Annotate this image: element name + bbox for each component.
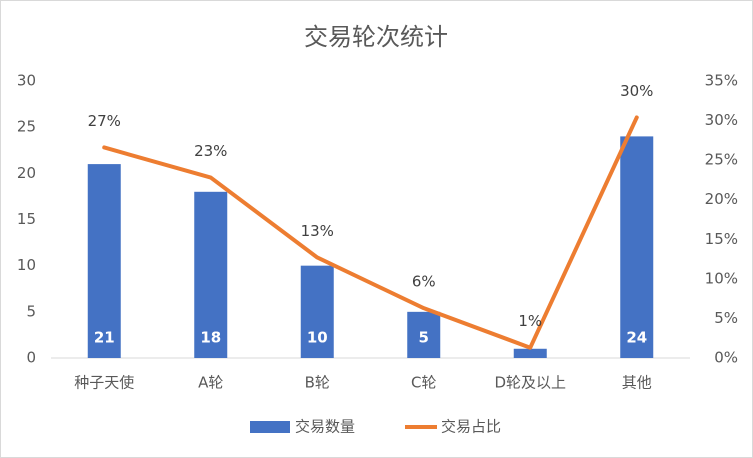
x-tick-label: C轮 [411, 374, 436, 392]
y2-tick-label: 25% [705, 151, 738, 169]
y2-tick-label: 30% [705, 111, 738, 129]
bar-value-label: 5 [419, 329, 429, 347]
bar [300, 265, 334, 358]
x-tick-label: 其他 [622, 374, 652, 392]
legend-swatch [250, 421, 290, 433]
line-value-label: 6% [412, 273, 436, 291]
line-value-label: 1% [518, 312, 542, 330]
bar [513, 348, 547, 358]
chart-title: 交易轮次统计 [304, 23, 448, 51]
y-tick-label: 30 [17, 72, 36, 90]
y-tick-label: 25 [17, 118, 36, 136]
x-tick-label: 种子天使 [74, 374, 134, 392]
line-value-label: 13% [301, 222, 334, 240]
bar [194, 191, 228, 358]
x-tick-label: B轮 [305, 374, 330, 392]
line-value-label: 27% [88, 112, 121, 130]
legend-label: 交易占比 [441, 418, 501, 436]
line [102, 115, 639, 350]
bar-value-label: 18 [200, 329, 221, 347]
line-value-label: 30% [620, 82, 653, 100]
x-tick-label: A轮 [198, 374, 223, 392]
y2-tick-label: 15% [705, 230, 738, 248]
y-tick-label: 15 [17, 210, 36, 228]
x-tick-label: D轮及以上 [494, 374, 566, 392]
y2-tick-label: 20% [705, 190, 738, 208]
y-tick-label: 20 [17, 164, 36, 182]
y-tick-label: 0 [26, 349, 36, 367]
y-tick-label: 5 [26, 302, 36, 320]
bar [620, 136, 654, 358]
bar-value-label: 21 [94, 329, 115, 347]
bar-value-label: 10 [307, 329, 328, 347]
bar-value-label: 24 [626, 329, 647, 347]
legend-label: 交易数量 [295, 418, 355, 436]
line-value-label: 23% [194, 142, 227, 160]
bar [407, 311, 441, 358]
bar [87, 164, 121, 358]
y-tick-label: 10 [17, 256, 36, 274]
bar-value-label: 1 [525, 329, 535, 347]
y2-tick-label: 0% [714, 349, 738, 367]
y2-tick-label: 5% [714, 309, 738, 327]
y2-tick-label: 10% [705, 269, 738, 287]
y2-tick-label: 35% [705, 72, 738, 90]
